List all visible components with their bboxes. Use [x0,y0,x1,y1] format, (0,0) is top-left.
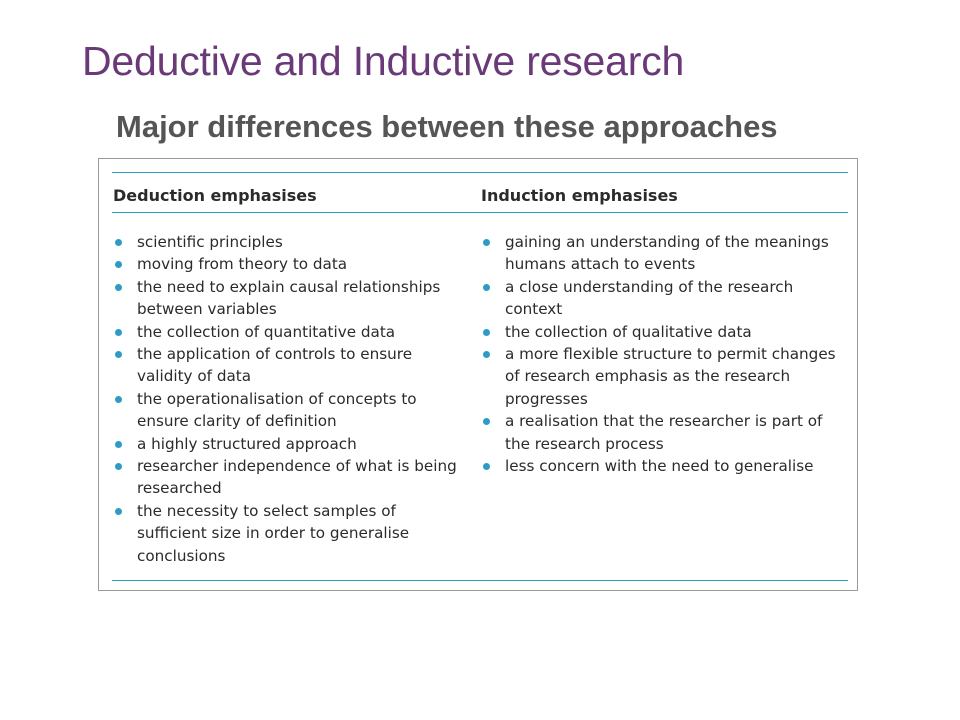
deduction-item-text: the need to explain causal relationships… [137,277,441,319]
induction-item-text: less concern with the need to generalise [505,457,814,476]
induction-item-text: the collection of qualitative data [505,322,752,341]
deduction-list-item: the operationalisation of concepts to en… [113,388,458,433]
bullet-dot-icon [115,395,122,403]
induction-list: gaining an understanding of the meanings… [481,231,851,477]
bullet-dot-icon [115,239,122,246]
slide-title: Deductive and Inductive research [82,38,685,84]
deduction-item-text: the operationalisation of concepts to en… [137,389,417,431]
deduction-item-text: the collection of quantitative data [137,322,396,341]
deduction-list-item: the application of controls to ensure va… [113,343,458,388]
deduction-list-item: researcher independence of what is being… [113,455,458,500]
deduction-list-item: moving from theory to data [113,253,458,275]
bullet-dot-icon [483,239,490,246]
deduction-item-text: a highly structured approach [137,434,357,453]
bullet-dot-icon [483,418,490,426]
induction-list-item: a realisation that the researcher is par… [481,410,851,455]
bullet-dot-icon [115,283,122,291]
deduction-list-item: the need to explain causal relationships… [113,276,458,321]
bullet-dot-icon [483,351,490,359]
comparison-table: Deduction emphasises Induction emphasise… [98,158,858,591]
deduction-list-item: the collection of quantitative data [113,321,458,343]
bullet-dot-icon [115,351,122,359]
bullet-dot-icon [115,261,122,269]
induction-item-text: a realisation that the researcher is par… [505,412,823,453]
deduction-item-text: researcher independence of what is being… [137,457,457,498]
table-bottom-rule [112,580,848,581]
deduction-list-item: the necessity to select samples of suffi… [113,500,458,567]
induction-list-item: a close understanding of the research co… [481,276,851,321]
slide-subtitle: Major differences between these approach… [116,109,778,144]
deduction-list: scientific principles moving from theory… [113,231,458,567]
deduction-list-item: a highly structured approach [113,433,458,455]
table-header-rule [112,212,848,213]
deduction-item-text: scientific principles [137,233,283,251]
bullet-dot-icon [483,463,490,471]
deduction-column-header: Deduction emphasises [113,186,317,205]
deduction-list-item: scientific principles [113,231,458,253]
table-top-rule [112,172,848,173]
bullet-dot-icon [115,507,122,515]
induction-item-text: a more flexible structure to permit chan… [505,345,836,408]
induction-list-item: less concern with the need to generalise [481,455,851,477]
bullet-dot-icon [115,463,122,471]
induction-list-item: gaining an understanding of the meanings… [481,231,851,276]
bullet-dot-icon [115,328,122,336]
bullet-dot-icon [115,440,122,448]
deduction-item-text: the application of controls to ensure va… [137,345,413,386]
bullet-dot-icon [483,283,490,291]
induction-item-text: a close understanding of the research co… [505,277,794,319]
induction-column-header: Induction emphasises [481,186,678,205]
deduction-item-text: the necessity to select samples of suffi… [137,501,410,565]
induction-list-item: a more flexible structure to permit chan… [481,343,851,410]
deduction-item-text: moving from theory to data [137,255,348,274]
induction-list-item: the collection of qualitative data [481,321,851,343]
bullet-dot-icon [483,328,490,336]
induction-item-text: gaining an understanding of the meanings… [505,233,829,274]
